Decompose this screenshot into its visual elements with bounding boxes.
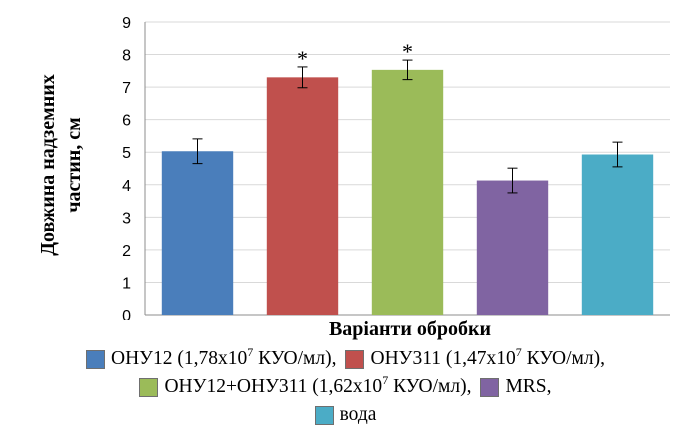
legend-swatch-onu12-onu311: [139, 377, 159, 397]
legend-row-3: вода: [0, 401, 691, 429]
legend-item-onu311: ОНУ311 (1,47x107 КУО/мл),: [345, 345, 605, 373]
y-tick-label: 5: [122, 145, 131, 162]
legend-swatch-onu311: [345, 349, 365, 369]
bar: [266, 77, 339, 315]
y-tick-labels: 0 1 2 3 4 5 6 7 8 9: [122, 15, 131, 320]
bar: [476, 180, 549, 315]
legend-item-mrs: MRS,: [480, 373, 552, 401]
significance-markers: * *: [297, 39, 413, 71]
legend-swatch-mrs: [480, 377, 500, 397]
bar: [161, 151, 234, 315]
y-tick-label: 9: [122, 15, 131, 32]
legend: ОНУ12 (1,78x107 КУО/мл), ОНУ311 (1,47x10…: [0, 345, 691, 429]
legend-label-voda: вода: [339, 404, 377, 425]
legend-swatch-voda: [314, 405, 334, 425]
y-tick-label: 3: [122, 210, 131, 227]
bar: [581, 154, 654, 315]
legend-item-onu12: ОНУ12 (1,78x107 КУО/мл),: [86, 345, 336, 373]
bars: [161, 69, 654, 316]
bar: [371, 69, 444, 316]
significance-asterisk: *: [402, 39, 413, 64]
y-tick-label: 8: [122, 48, 131, 65]
significance-asterisk: *: [297, 46, 308, 71]
y-tick-label: 4: [122, 178, 131, 195]
legend-row-2: ОНУ12+ОНУ311 (1,62x107 КУО/мл), MRS,: [0, 373, 691, 401]
legend-item-onu12-onu311: ОНУ12+ОНУ311 (1,62x107 КУО/мл),: [139, 373, 471, 401]
y-tick-label: 1: [122, 275, 131, 292]
y-axis-label-line1: Довжина надземних: [37, 74, 59, 256]
legend-label-mrs: MRS,: [505, 376, 552, 397]
y-axis-label-line2: частин, см: [63, 117, 85, 213]
error-bars: [192, 59, 623, 194]
legend-item-voda: вода: [314, 401, 377, 429]
legend-row-1: ОНУ12 (1,78x107 КУО/мл), ОНУ311 (1,47x10…: [0, 345, 691, 373]
y-tick-label: 7: [122, 80, 131, 97]
y-tick-label: 0: [122, 308, 131, 320]
legend-label-onu12-onu311: ОНУ12+ОНУ311 (1,62x107 КУО/мл),: [164, 373, 472, 397]
legend-label-onu311: ОНУ311 (1,47x107 КУО/мл),: [370, 345, 605, 369]
legend-label-onu12: ОНУ12 (1,78x107 КУО/мл),: [111, 345, 337, 369]
y-tick-label: 2: [122, 243, 131, 260]
y-tick-label: 6: [122, 113, 131, 130]
x-axis-label: Варіанти обробки: [328, 318, 492, 340]
y-axis-label: Довжина надземних частин, см: [37, 74, 85, 256]
legend-swatch-onu12: [86, 349, 105, 369]
